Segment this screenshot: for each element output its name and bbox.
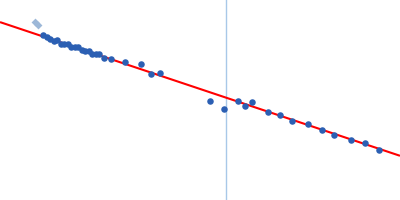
Point [101, 56, 108, 60]
Point [138, 62, 144, 66]
Point [331, 133, 337, 136]
Point [148, 72, 154, 75]
Point [78, 49, 85, 52]
Point [362, 142, 368, 145]
Point [265, 110, 271, 113]
Point [157, 72, 163, 75]
Point [47, 37, 54, 41]
Point [44, 35, 50, 38]
Point [89, 52, 95, 56]
Point [235, 99, 242, 102]
Point [68, 45, 74, 49]
Point [277, 113, 283, 116]
Point [54, 39, 60, 42]
Point [348, 138, 354, 141]
Point [242, 105, 248, 108]
Point [221, 107, 228, 110]
Point [65, 42, 71, 45]
Point [249, 101, 255, 104]
Point [207, 99, 214, 102]
Point [305, 122, 311, 126]
Point [35, 24, 42, 27]
Point [58, 42, 64, 45]
Point [40, 33, 47, 36]
Point [318, 128, 325, 131]
Point [122, 60, 128, 63]
Point [86, 49, 92, 52]
Point [376, 148, 382, 151]
Point [75, 46, 82, 49]
Point [32, 21, 39, 24]
Point [72, 45, 78, 49]
Point [51, 40, 57, 43]
Point [92, 52, 99, 56]
Point [96, 53, 102, 56]
Point [108, 58, 114, 61]
Point [61, 42, 68, 45]
Point [82, 49, 88, 52]
Point [289, 119, 295, 122]
